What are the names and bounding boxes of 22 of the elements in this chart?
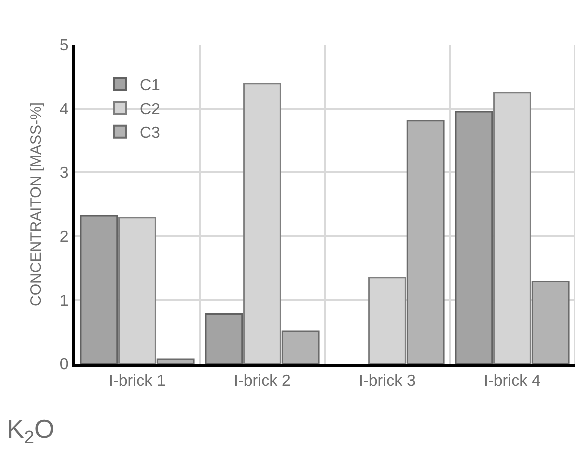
legend-label: C2	[140, 101, 161, 118]
bar	[406, 120, 445, 364]
y-tick-label: 1	[60, 292, 69, 310]
y-tick-label: 4	[60, 101, 69, 118]
legend-label: C1	[140, 77, 161, 94]
bar	[455, 111, 494, 364]
y-tick-label: 2	[60, 229, 69, 246]
text: K$_{2}$O	[7, 414, 55, 448]
bar	[156, 358, 195, 364]
y-tick-label: 5	[60, 38, 69, 55]
x-tick-label: I-brick 1	[109, 373, 166, 390]
bar	[282, 330, 320, 364]
x-tick-label: I-brick 4	[484, 373, 542, 390]
legend-label: C3	[140, 125, 161, 142]
bar	[532, 280, 570, 364]
y-tick-label: 3	[60, 165, 69, 182]
y-axis-title: CONCENTRAITON [MASS-%]	[28, 102, 46, 306]
y-tick-label: 0	[60, 356, 69, 374]
bar	[205, 313, 244, 364]
bar	[80, 215, 118, 364]
x-tick-label: I-brick 2	[234, 373, 292, 390]
x-tick-label: I-brick 3	[359, 373, 416, 390]
